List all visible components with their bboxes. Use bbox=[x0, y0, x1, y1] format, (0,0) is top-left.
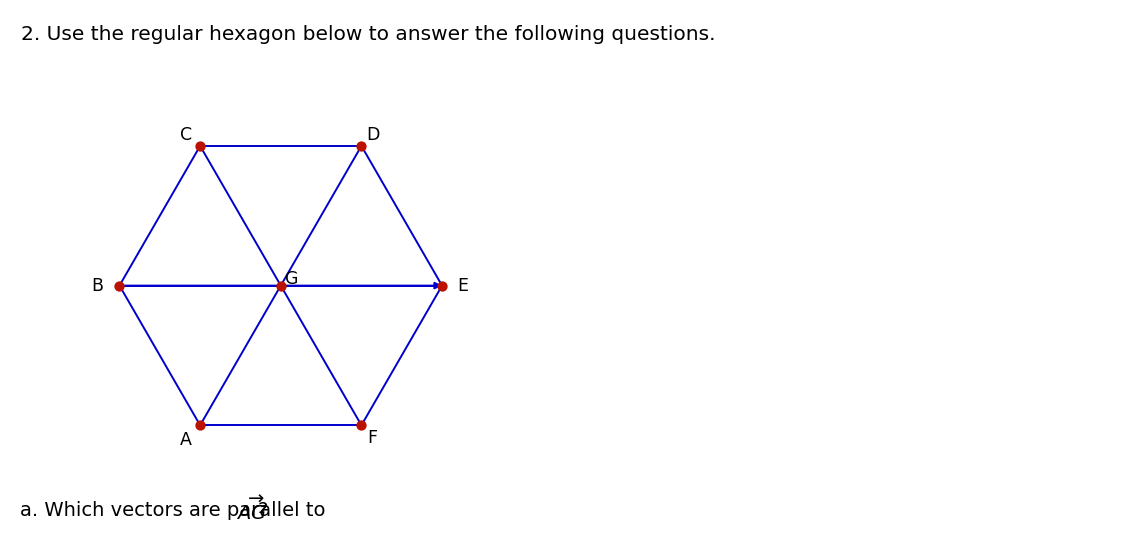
Text: A: A bbox=[180, 431, 191, 449]
Text: C: C bbox=[180, 125, 191, 143]
Text: E: E bbox=[457, 277, 469, 295]
Point bbox=[191, 421, 210, 430]
Point bbox=[272, 281, 290, 290]
Text: G: G bbox=[285, 270, 299, 288]
Text: B: B bbox=[91, 277, 103, 295]
Point bbox=[433, 281, 452, 290]
Point bbox=[352, 421, 370, 430]
Text: a. Which vectors are parallel to: a. Which vectors are parallel to bbox=[19, 501, 331, 520]
Point bbox=[352, 142, 370, 151]
Point bbox=[191, 142, 210, 151]
Text: $\overrightarrow{AG}$: $\overrightarrow{AG}$ bbox=[236, 496, 267, 524]
Text: 2. Use the regular hexagon below to answer the following questions.: 2. Use the regular hexagon below to answ… bbox=[21, 25, 715, 44]
Text: D: D bbox=[366, 125, 379, 143]
Point bbox=[110, 281, 128, 290]
Text: F: F bbox=[368, 429, 378, 447]
Text: ?: ? bbox=[257, 501, 268, 520]
